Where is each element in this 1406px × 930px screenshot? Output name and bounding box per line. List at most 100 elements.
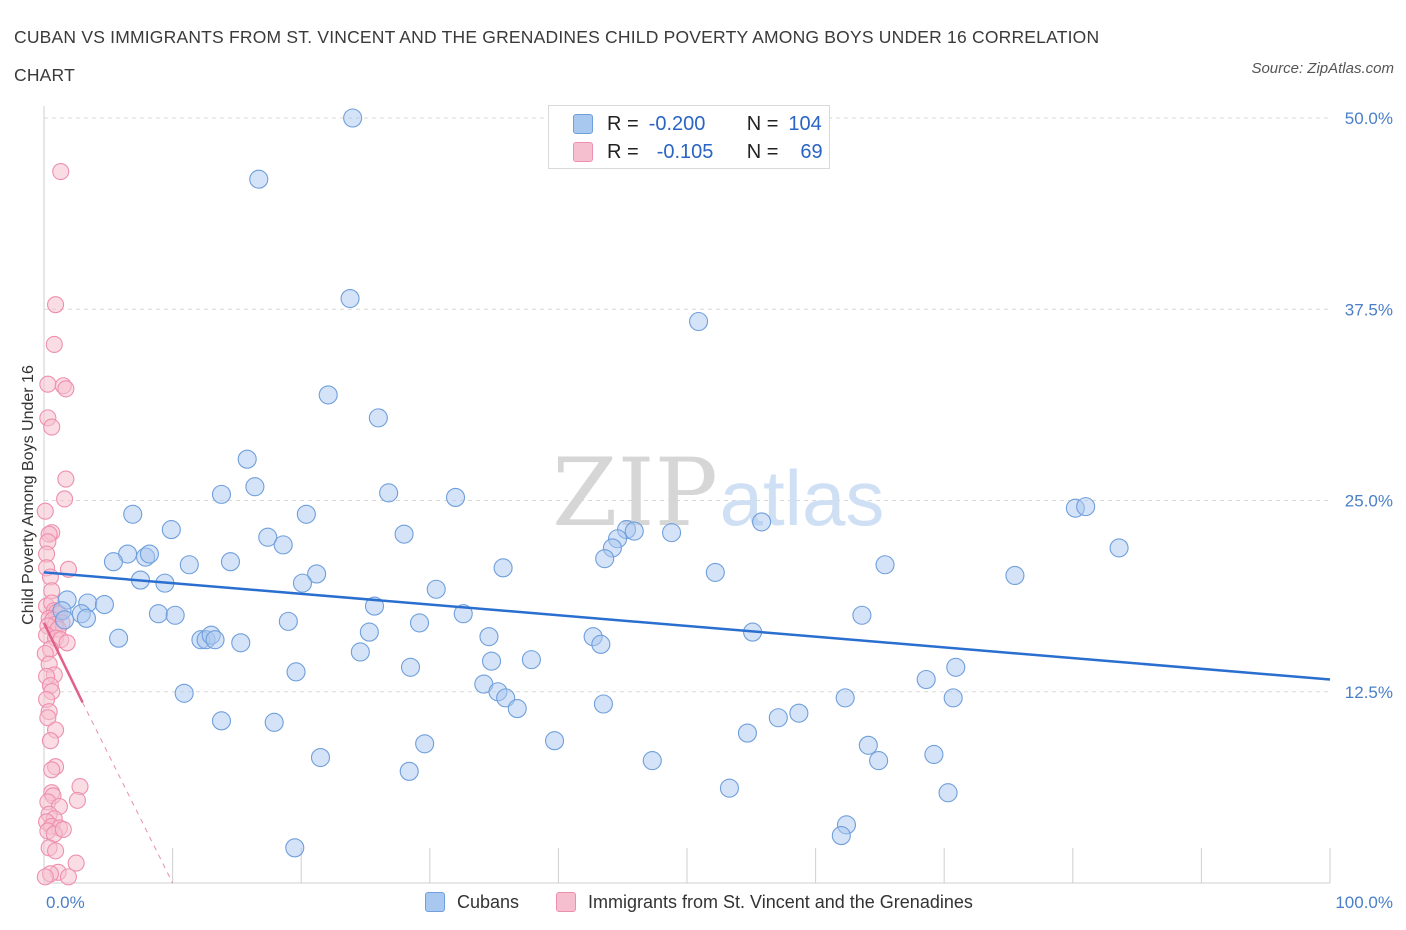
blue-point: [916, 669, 936, 690]
legend-n-value: 104: [788, 112, 822, 135]
blue-point: [123, 504, 143, 524]
blue-point: [946, 657, 966, 677]
blue-point: [318, 385, 338, 405]
y-tick-label: 25.0%: [1345, 492, 1393, 511]
blue-point: [211, 484, 232, 504]
blue-point: [264, 712, 284, 732]
blue-point: [943, 688, 963, 708]
bottom-legend-label: Immigrants from St. Vincent and the Gren…: [588, 891, 973, 912]
pink-point: [43, 761, 61, 779]
pink-point: [57, 470, 75, 488]
blue-point: [1076, 497, 1096, 517]
blue-point: [409, 613, 430, 633]
pink-point: [47, 296, 65, 314]
blue-point: [662, 523, 682, 543]
pink-point: [47, 842, 65, 860]
blue-point: [76, 608, 96, 628]
blue-point: [858, 735, 878, 755]
legend-r-value: -0.105: [656, 140, 714, 163]
blue-point: [139, 544, 160, 564]
blue-point: [394, 524, 414, 544]
blue-point: [493, 558, 513, 578]
blue-point: [350, 642, 370, 662]
blue-point: [789, 703, 809, 723]
pink-point: [41, 732, 59, 750]
blue-point: [521, 650, 541, 670]
legend-n-label: N =: [746, 112, 779, 135]
pink-point: [39, 375, 57, 393]
tick-labels: 12.5% 25.0% 37.5% 50.0% 0.0% 100.0%: [46, 109, 1393, 912]
pink-point: [36, 502, 54, 520]
blue-point: [642, 751, 662, 771]
pink-point: [39, 709, 57, 727]
pink-point: [59, 868, 77, 886]
x-tick-label: 0.0%: [46, 893, 85, 912]
blue-point: [220, 552, 241, 572]
blue-point: [231, 633, 251, 653]
bottom-legend-cubans: Cubans: [425, 887, 519, 917]
blue-point: [292, 573, 313, 593]
blue-point: [379, 483, 399, 503]
bottom-legend-label: Cubans: [457, 891, 520, 912]
pink-swatch: [556, 892, 576, 912]
pink-point: [45, 335, 63, 353]
pink-point: [71, 778, 89, 796]
blue-point: [400, 657, 421, 677]
blue-point: [1005, 565, 1025, 586]
blue-series-points: [52, 108, 1129, 858]
pink-swatch: [573, 142, 593, 162]
watermark-atlas: atlas: [720, 454, 885, 542]
blue-point: [544, 731, 565, 751]
blue-point: [94, 594, 114, 615]
pink-point: [54, 820, 72, 839]
blue-point: [310, 747, 331, 768]
blue-point: [479, 627, 499, 647]
legend-r-label: R =: [607, 140, 639, 163]
pink-point: [36, 868, 54, 886]
blue-swatch: [573, 114, 593, 134]
blue-trendline: [43, 571, 1331, 681]
pink-trendline: [42, 622, 84, 704]
legend-n-label: N =: [746, 140, 779, 163]
watermark: ZIP atlas: [552, 439, 884, 548]
pink-point: [52, 163, 70, 181]
blue-point: [109, 628, 129, 648]
blue-point: [165, 605, 185, 625]
blue-point: [453, 604, 473, 624]
grid-lines: [44, 117, 1330, 693]
blue-point: [364, 596, 385, 616]
y-axis-title: Child Poverty Among Boys Under 16: [20, 365, 37, 625]
blue-point: [852, 605, 872, 625]
blue-point: [249, 169, 269, 189]
blue-point: [593, 694, 613, 714]
blue-point: [179, 555, 199, 575]
blue-point: [415, 734, 435, 754]
bottom-legend-immigrants: Immigrants from St. Vincent and the Gren…: [556, 887, 973, 917]
blue-point: [148, 604, 169, 624]
blue-point: [211, 711, 232, 731]
source-credit: Source: ZipAtlas.com: [1251, 60, 1394, 77]
blue-point: [445, 487, 466, 507]
blue-point: [273, 535, 293, 555]
legend-row-immigrants: R = -0.105 N = 69: [573, 138, 823, 166]
pink-point: [68, 791, 86, 809]
pink-point: [67, 854, 85, 872]
blue-point: [103, 552, 123, 572]
blue-point: [835, 688, 855, 708]
pink-point: [57, 380, 75, 398]
blue-point: [340, 288, 360, 309]
blue-point: [924, 744, 944, 765]
trendlines: [42, 571, 1331, 884]
stats-legend: R = -0.200 N = 104 R = -0.105 N = 69: [548, 105, 830, 169]
blue-point: [426, 579, 446, 599]
pink-point: [43, 418, 61, 436]
blue-point: [938, 783, 958, 803]
blue-point: [285, 838, 305, 858]
blue-point: [343, 108, 363, 128]
pink-trendline-extension: [82, 702, 174, 884]
blue-swatch: [425, 892, 445, 912]
x-tick-label: 100.0%: [1335, 893, 1393, 912]
blue-point: [507, 699, 527, 719]
blue-point: [258, 527, 278, 547]
